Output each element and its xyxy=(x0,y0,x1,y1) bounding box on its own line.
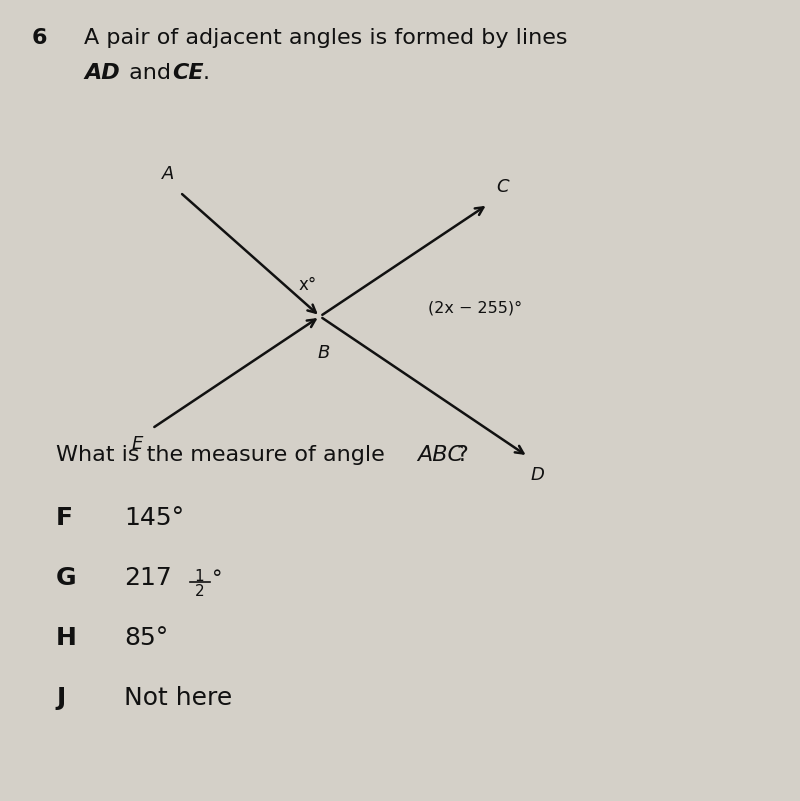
Text: 145°: 145° xyxy=(124,506,184,530)
Text: 6: 6 xyxy=(32,28,47,48)
Text: J: J xyxy=(56,686,66,710)
Text: C: C xyxy=(496,179,509,196)
Text: (2x − 255)°: (2x − 255)° xyxy=(428,301,522,316)
Text: 1: 1 xyxy=(194,569,204,584)
Text: ?: ? xyxy=(456,445,468,465)
Text: 217: 217 xyxy=(124,566,172,590)
Text: A: A xyxy=(162,165,174,183)
Text: 2: 2 xyxy=(194,584,204,599)
Text: What is the measure of angle: What is the measure of angle xyxy=(56,445,392,465)
Text: A pair of adjacent angles is formed by lines: A pair of adjacent angles is formed by l… xyxy=(84,28,567,48)
Text: F: F xyxy=(56,506,73,530)
Text: G: G xyxy=(56,566,77,590)
Text: D: D xyxy=(530,466,545,484)
Text: °: ° xyxy=(212,569,222,589)
Text: CE: CE xyxy=(172,63,204,83)
Text: B: B xyxy=(318,344,330,362)
Text: E: E xyxy=(132,435,143,453)
Text: 85°: 85° xyxy=(124,626,168,650)
Text: and: and xyxy=(122,63,178,83)
Text: x°: x° xyxy=(299,276,317,294)
Text: Not here: Not here xyxy=(124,686,232,710)
Text: H: H xyxy=(56,626,77,650)
Text: ABC: ABC xyxy=(418,445,464,465)
Text: AD: AD xyxy=(84,63,120,83)
Text: .: . xyxy=(202,63,210,83)
